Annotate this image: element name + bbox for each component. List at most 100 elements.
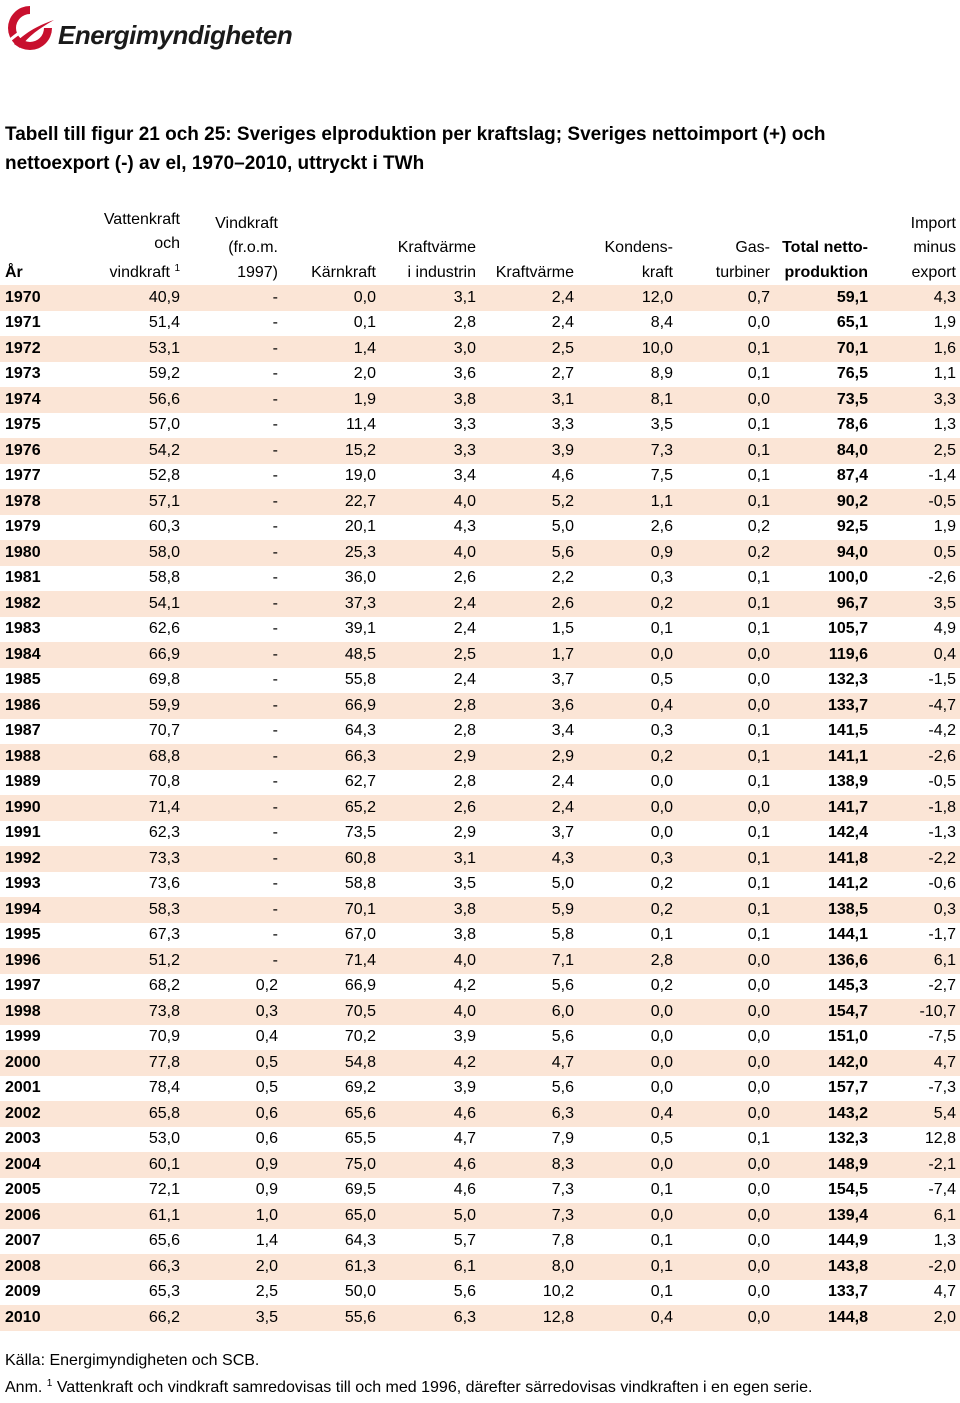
table-cell: 3,3 bbox=[551, 416, 574, 434]
table-cell: 1,1 bbox=[933, 365, 956, 383]
cell-year: 2003 bbox=[5, 1130, 41, 1148]
cell-year: 1996 bbox=[0, 948, 58, 974]
table-row: 1972 53,1-1,4 3,0 2,5 10,0 0,1 70,1 1,6 bbox=[0, 336, 960, 362]
cell-total: 87,4 bbox=[836, 467, 868, 485]
table-cell: -0,5 bbox=[928, 773, 956, 791]
table-row: 1975 57,0 - 11,4 3,3 3,3 3,5 0,1 78,6 1,3 bbox=[0, 413, 960, 439]
table-cell: -4,7 bbox=[872, 693, 960, 719]
table-cell: 53,0 bbox=[148, 1130, 180, 1148]
table-cell: - bbox=[184, 642, 282, 668]
table-cell: 2,4 bbox=[480, 795, 578, 821]
table-cell: 0,3 bbox=[184, 999, 282, 1025]
table-cell: 8,0 bbox=[480, 1254, 578, 1280]
table-cell: 66,3 bbox=[58, 1254, 184, 1280]
table-cell: 71,4 bbox=[58, 795, 184, 821]
table-cell: 0,6 bbox=[255, 1130, 278, 1148]
table-cell: 0,0 bbox=[677, 1203, 774, 1229]
table-cell: 68,2 bbox=[148, 977, 180, 995]
table-row: 1993 73,6 - 58,8 3,5 5,0 0,2 0,1 141,2 -0,6 bbox=[0, 872, 960, 898]
table-cell: - bbox=[272, 824, 278, 842]
table-cell: 5,2 bbox=[480, 489, 578, 515]
table-row: 1981 58,8 - 36,0 2,6 2,2 0,3 0,1 100,0 -2,6 bbox=[0, 566, 960, 592]
table-cell: - bbox=[272, 416, 278, 434]
table-row: 1974 56,6-1,9 3,8 3,1 8,1 0,0 73,5 3,3 bbox=[0, 387, 960, 413]
table-cell: 65,0 bbox=[282, 1203, 380, 1229]
table-cell: 3,1 bbox=[380, 285, 480, 311]
table-cell: 51,2 bbox=[58, 948, 184, 974]
table-cell: 2,8 bbox=[380, 693, 480, 719]
table-cell: 0,1 bbox=[650, 1283, 673, 1301]
table-cell: 3,4 bbox=[453, 467, 476, 485]
cell-year: 2010 bbox=[0, 1305, 58, 1331]
table-cell: 4,0 bbox=[380, 999, 480, 1025]
table-cell: 69,5 bbox=[344, 1181, 376, 1199]
cell-year: 1989 bbox=[5, 773, 41, 791]
cell-year: 1973 bbox=[5, 365, 41, 383]
table-cell: 4,7 bbox=[453, 1130, 476, 1148]
table-cell: 12,8 bbox=[924, 1130, 956, 1148]
table-cell: 59,2 bbox=[148, 365, 180, 383]
table-cell: 71,4 bbox=[282, 948, 380, 974]
table-cell: 67,0 bbox=[344, 926, 376, 944]
table-cell: 0,1 bbox=[650, 1232, 673, 1250]
cell-year: 1970 bbox=[0, 285, 58, 311]
table-cell: 0,1 bbox=[677, 438, 774, 464]
table-cell: 8,1 bbox=[578, 387, 677, 413]
cell-total: 157,7 bbox=[827, 1079, 868, 1097]
table-row: 1970 40,9-0,0 3,1 2,4 12,0 0,7 59,1 4,3 bbox=[0, 285, 960, 311]
table-row: 1984 66,9-48,5 2,5 1,7 0,0 0,0 119,6 0,4 bbox=[0, 642, 960, 668]
table-cell: 64,3 bbox=[344, 1232, 376, 1250]
table-cell: 0,0 bbox=[650, 824, 673, 842]
table-row: 2010 66,2 3,5 55,6 6,3 12,8 0,4 0,0 144,8 2,0 bbox=[0, 1305, 960, 1331]
table-cell: 3,5 bbox=[650, 416, 673, 434]
table-cell: 0,0 bbox=[578, 1050, 677, 1076]
cell-year: 1990 bbox=[0, 795, 58, 821]
data-table-container: År Vattenkraft och vindkraft 1 Vindkraft (f… bbox=[0, 205, 960, 1331]
table-row: 2002 65,8 0,6 65,6 4,6 6,3 0,4 0,0 143,2 5,4 bbox=[0, 1101, 960, 1127]
table-cell: 3,8 bbox=[380, 897, 480, 923]
cell-year: 1984 bbox=[0, 642, 58, 668]
cell-year: 1988 bbox=[0, 744, 58, 770]
cell-total: 145,3 bbox=[827, 977, 868, 995]
table-cell: 0,0 bbox=[650, 773, 673, 791]
table-cell: 2,0 bbox=[353, 365, 376, 383]
table-cell: 57,1 bbox=[58, 489, 184, 515]
table-cell: 7,3 bbox=[551, 1181, 574, 1199]
table-cell: 0,0 bbox=[578, 795, 677, 821]
table-cell: -2,0 bbox=[872, 1254, 960, 1280]
table-cell: 2,4 bbox=[551, 773, 574, 791]
cell-year: 1991 bbox=[5, 824, 41, 842]
table-cell: 3,3 bbox=[453, 416, 476, 434]
table-cell: 0,3 bbox=[578, 846, 677, 872]
table-cell: 7,3 bbox=[480, 1203, 578, 1229]
table-cell: 70,7 bbox=[148, 722, 180, 740]
table-cell: - bbox=[272, 722, 278, 740]
table-cell: 3,9 bbox=[453, 1079, 476, 1097]
table-cell: 58,8 bbox=[344, 875, 376, 893]
cell-total: 141,7 bbox=[774, 795, 872, 821]
table-cell: 7,8 bbox=[551, 1232, 574, 1250]
table-cell: 7,1 bbox=[480, 948, 578, 974]
table-cell: 4,7 bbox=[480, 1050, 578, 1076]
table-row: 1992 73,3-60,8 3,1 4,3 0,3 0,1 141,8 -2,2 bbox=[0, 846, 960, 872]
table-cell: 19,0 bbox=[344, 467, 376, 485]
table-cell: 4,0 bbox=[380, 489, 480, 515]
table-cell: 0,0 bbox=[747, 1283, 770, 1301]
table-cell: 12,8 bbox=[480, 1305, 578, 1331]
cell-total: 143,2 bbox=[774, 1101, 872, 1127]
table-cell: 3,5 bbox=[453, 875, 476, 893]
table-cell: -7,5 bbox=[928, 1028, 956, 1046]
table-cell: 0,0 bbox=[747, 1232, 770, 1250]
cell-total: 142,0 bbox=[774, 1050, 872, 1076]
table-row: 1977 52,8 - 19,0 3,4 4,6 7,5 0,1 87,4 -1,4 bbox=[0, 464, 960, 490]
table-cell: 5,4 bbox=[872, 1101, 960, 1127]
table-cell: -1,3 bbox=[928, 824, 956, 842]
table-cell: - bbox=[184, 795, 282, 821]
table-cell: 7,5 bbox=[650, 467, 673, 485]
page-title: Tabell till figur 21 och 25: Sveriges el… bbox=[5, 124, 826, 174]
table-cell: 0,0 bbox=[677, 693, 774, 719]
cell-total: 119,6 bbox=[774, 642, 872, 668]
table-cell: 4,0 bbox=[380, 540, 480, 566]
table-cell: 70,1 bbox=[282, 897, 380, 923]
table-cell: 72,1 bbox=[148, 1181, 180, 1199]
